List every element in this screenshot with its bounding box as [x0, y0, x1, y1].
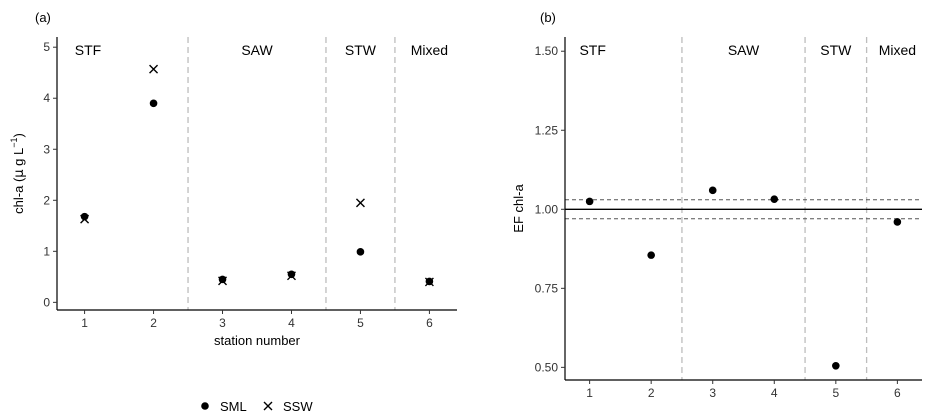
y-axis-title-superscript: −1 — [9, 137, 19, 147]
region-label: STF — [579, 42, 605, 58]
y-tick-label: 1.50 — [535, 44, 559, 58]
panel-label: (b) — [540, 10, 556, 25]
panel-a: (a) STF SAW STW Mixed 1 2 3 4 5 6 0 1 2 3 4 5 station num… — [9, 10, 457, 348]
data-point-ssw — [424, 277, 434, 287]
y-tick-label: 5 — [43, 40, 50, 54]
legend: SML SSW — [201, 399, 313, 414]
x-tick-label: 2 — [648, 386, 655, 400]
data-point-sml — [356, 248, 365, 256]
y-axis-title: chl-a (μ g L−1) — [9, 133, 27, 214]
y-tick-label: 3 — [43, 142, 50, 156]
x-tick-label: 4 — [288, 316, 295, 330]
y-axis-title-part: ) — [11, 133, 26, 137]
region-label: SAW — [241, 42, 273, 58]
data-point-sml — [80, 212, 89, 221]
legend-marker-sml — [201, 402, 209, 410]
data-point-ef — [893, 218, 902, 226]
region-label: SAW — [728, 42, 760, 58]
region-label: Mixed — [879, 42, 916, 58]
data-point-ssw — [149, 64, 159, 74]
x-tick-label: 3 — [709, 386, 716, 400]
region-label: STF — [75, 42, 101, 58]
legend-label-ssw: SSW — [283, 399, 313, 414]
x-tick-label: 4 — [771, 386, 778, 400]
legend-marker-ssw — [263, 401, 273, 411]
x-tick-label: 3 — [219, 316, 226, 330]
x-tick-label: 1 — [81, 316, 88, 330]
data-point-ef — [832, 361, 840, 370]
y-axis-title: EF chl-a — [511, 184, 526, 233]
y-tick-label: 0.50 — [535, 360, 559, 374]
region-label: STW — [820, 42, 852, 58]
x-tick-label: 6 — [894, 386, 901, 400]
y-tick-label: 1.25 — [535, 123, 559, 137]
data-point-ef — [708, 186, 717, 195]
panel-label: (a) — [35, 10, 51, 25]
y-axis-title-mu: μ — [12, 169, 27, 177]
x-axis-title: station number — [214, 333, 301, 348]
y-tick-label: 1.00 — [535, 202, 559, 216]
x-tick-label: 5 — [357, 316, 364, 330]
y-tick-label: 4 — [43, 91, 50, 105]
y-axis-title-part: g L — [11, 148, 26, 170]
panel-b: (b) STF SAW STW Mixed 1 2 3 4 5 6 0.50 0.75 1.00 1.25 1… — [511, 10, 922, 400]
y-tick-label: 0 — [43, 295, 50, 309]
y-axis-title-part: chl-a ( — [11, 177, 26, 214]
legend-label-sml: SML — [220, 399, 247, 414]
x-tick-label: 6 — [426, 316, 433, 330]
data-point-ssw — [355, 198, 365, 208]
y-tick-label: 0.75 — [535, 281, 559, 295]
x-tick-label: 1 — [586, 386, 593, 400]
y-tick-label: 2 — [43, 193, 50, 207]
x-tick-label: 5 — [832, 386, 839, 400]
region-label: STW — [345, 42, 377, 58]
data-point-sml — [287, 270, 296, 279]
region-label: Mixed — [411, 42, 448, 58]
data-point-ssw — [218, 276, 228, 286]
x-tick-label: 2 — [150, 316, 157, 330]
data-point-ef — [647, 251, 655, 259]
data-point-sml — [149, 99, 158, 108]
y-tick-label: 1 — [43, 244, 50, 258]
data-point-ssw — [80, 214, 90, 224]
data-point-sml — [218, 275, 227, 284]
data-point-ef — [585, 197, 594, 206]
data-point-ef — [770, 195, 779, 203]
data-point-ssw — [286, 271, 296, 281]
